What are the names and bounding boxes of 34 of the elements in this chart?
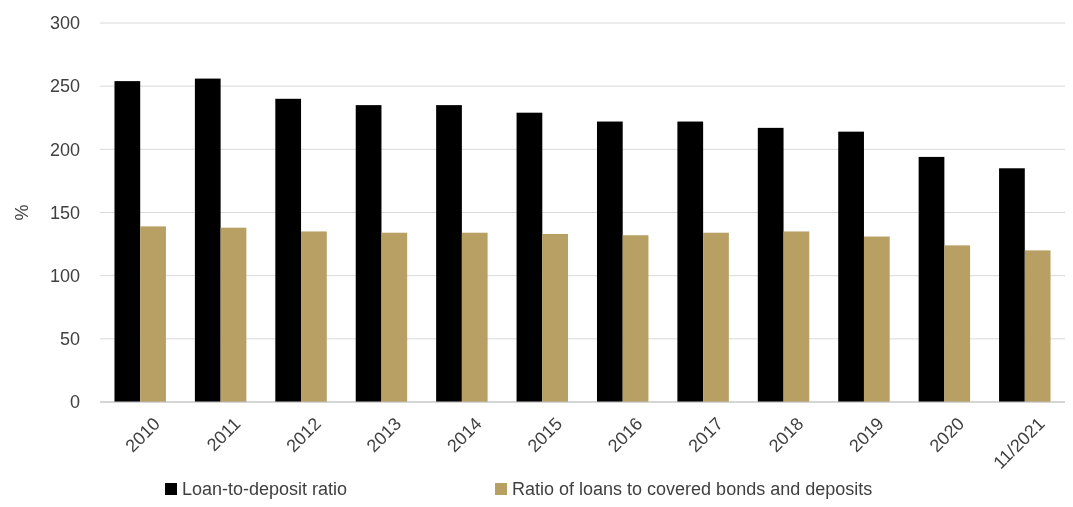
bar xyxy=(757,127,784,402)
bar xyxy=(461,232,488,402)
y-tick-label: 200 xyxy=(49,139,80,160)
bar xyxy=(355,105,382,402)
bar xyxy=(622,235,649,402)
bar xyxy=(381,232,408,402)
bar xyxy=(275,98,302,402)
bar xyxy=(783,231,810,402)
y-axis-title: % xyxy=(12,204,32,221)
bar xyxy=(516,112,543,402)
bar xyxy=(542,233,569,402)
bar xyxy=(596,121,623,402)
bar xyxy=(301,231,327,402)
bar xyxy=(436,105,462,402)
y-tick-label: 100 xyxy=(49,265,80,286)
bar xyxy=(220,227,247,402)
y-tick-label: 50 xyxy=(59,329,80,350)
bar xyxy=(140,226,166,402)
bar xyxy=(703,232,729,402)
bar xyxy=(677,121,704,402)
legend-label: Ratio of loans to covered bonds and deposits xyxy=(512,479,873,499)
bar xyxy=(863,236,890,402)
bar xyxy=(918,156,945,402)
bar xyxy=(999,168,1025,402)
legend-label: Loan-to-deposit ratio xyxy=(182,479,348,499)
y-tick-label: 150 xyxy=(49,202,80,223)
bar xyxy=(838,131,864,402)
bar xyxy=(194,78,221,402)
bar xyxy=(114,81,141,402)
y-tick-label: 250 xyxy=(49,76,80,97)
y-tick-label: 300 xyxy=(49,13,80,34)
y-tick-label: 0 xyxy=(69,392,80,413)
bar xyxy=(1024,250,1051,402)
bar xyxy=(944,245,971,402)
